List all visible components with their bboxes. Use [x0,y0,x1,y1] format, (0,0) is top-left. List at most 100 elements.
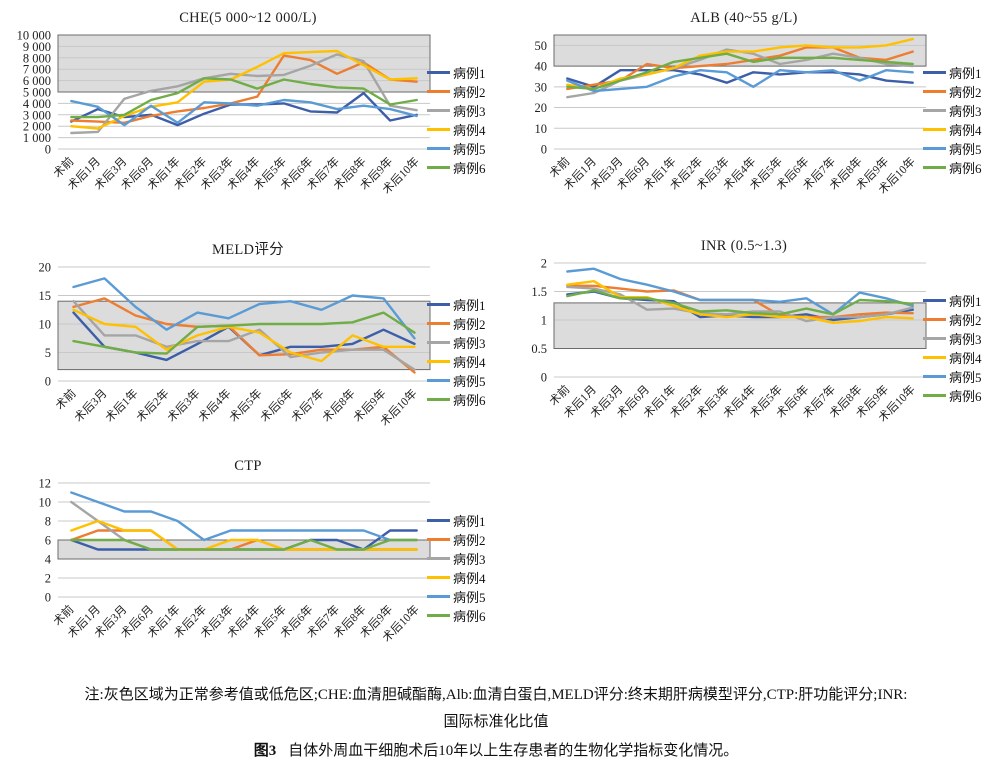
legend-swatch [427,576,450,579]
legend-swatch [427,557,450,560]
y-tick-label: 0 [45,143,51,157]
series-line-病例4 [72,308,416,363]
legend-item: 病例4 [427,568,493,587]
legend-item: 病例2 [923,82,989,101]
legend-item: 病例4 [923,120,989,139]
legend-item: 病例3 [923,101,989,120]
figure-note-line2: 国际标准化比值 [443,714,549,730]
legend-label: 病例5 [453,142,486,157]
series-line-病例6 [70,77,418,119]
legend-label: 病例6 [453,161,486,176]
y-tick-label: 5 000 [23,86,51,100]
chart-title-inr: INR (0.5~1.3) [700,238,788,254]
meld-plot-svg: 0 5 10 15 20 术前术后3月术后1年术后2年术后3年术后4年术后5年术后6年术后… [39,261,431,429]
legend-swatch [923,375,946,378]
legend-item: 病例5 [427,587,493,606]
legend-label: 病例1 [453,66,486,81]
chart-body: 0 0.5 1 1.5 2 术前 术后1月 术后3月 术后6月 术后1年 术后2年 术后3年 术后4年术… [496,255,992,447]
legend-che: 病例1 病例2 病例3 病例4 病例5 病例6 [427,63,493,177]
legend-item: 病例3 [427,101,493,120]
y-tick-label: 6 000 [23,74,51,88]
y-tick-label: 0 [541,371,547,385]
legend-item: 病例2 [427,82,493,101]
y-tick-label: 2 [541,257,547,271]
legend-label: 病例1 [453,298,486,313]
legend-label: 病例4 [453,355,486,370]
y-tick-label: 10 [535,122,548,136]
y-tick-label: 10 [39,318,52,332]
legend-swatch [427,538,450,541]
figure-number: 图3 [253,743,277,759]
legend-label: 病例6 [453,393,486,408]
x-tick-label: 术后7年 [288,386,326,424]
legend-item: 病例6 [923,158,989,177]
normal-range-border [57,300,431,371]
legend-item: 病例4 [923,348,989,367]
y-tick-label: 0 [541,143,547,157]
y-tick-label: 5 [45,346,51,360]
legend-item: 病例6 [427,390,493,409]
legend-label: 病例2 [949,313,982,328]
legend-swatch [923,299,946,302]
legend-label: 病例3 [453,336,486,351]
legend-label: 病例3 [949,332,982,347]
chart-meld: MELD评分 0 5 10 15 20 术前 术后3月 术后1年 术后2年 术后3年 术后4年 术后5… [0,230,496,450]
ctp-plot-svg: 024681012术前术后1月术后3月术后6月术后1年术后2年术后3年术后4年术… [39,477,431,645]
legend-ctp: 病例1 病例2 病例3 病例4 病例5 病例6 [427,511,493,625]
legend-item: 病例6 [427,606,493,625]
legend-swatch [427,379,450,382]
legend-label: 病例4 [949,123,982,138]
legend-label: 病例4 [453,571,486,586]
y-tick-label: 40 [535,60,548,74]
legend-label: 病例2 [453,85,486,100]
series-line-病例6 [566,289,914,316]
legend-swatch [427,341,450,344]
chart-body: 0 5 10 15 20 术前 术后3月 术后1年 术后2年 术后3年 术后4年 术后5年 术后6年 术后… [0,259,496,451]
legend-label: 病例6 [949,161,982,176]
normal-range-border [57,34,431,93]
legend-item: 病例1 [427,295,493,314]
series-line-病例5 [566,69,914,93]
normal-range-border [553,302,927,349]
legend-swatch [427,595,450,598]
y-tick-label: 10 [39,496,52,510]
figure-caption-block: 注:灰色区域为正常参考值或低危区;CHE:血清胆碱酯酶,Alb:血清白蛋白,ME… [0,670,992,763]
y-tick-label: 20 [39,261,52,275]
series-line-病例4 [70,49,418,130]
x-tick-label: 术后3年 [164,386,202,424]
legend-label: 病例5 [453,590,486,605]
x-tick-label: 术后6年 [257,386,295,424]
legend-swatch [923,71,946,74]
legend-item: 病例6 [923,386,989,405]
legend-alb: 病例1 病例2 病例3 病例4 病例5 病例6 [923,63,989,177]
legend-label: 病例5 [949,370,982,385]
normal-range-band [58,35,430,92]
y-tick-label: 1 000 [23,131,51,145]
legend-swatch [427,166,450,169]
figure-caption: 图3 自体外周血干细胞术后10年以上生存患者的生物化学指标变化情况。 [0,738,992,763]
legend-swatch [427,519,450,522]
legend-item: 病例5 [923,139,989,158]
legend-swatch [923,318,946,321]
series-line-病例5 [566,267,914,316]
y-tick-label: 4 000 [23,97,51,111]
legend-label: 病例2 [453,317,486,332]
legend-item: 病例3 [427,549,493,568]
legend-swatch [427,614,450,617]
legend-swatch [427,90,450,93]
legend-item: 病例5 [427,139,493,158]
chart-body: 0 10 20 30 40 50 术前 术后1月 术后3月 术后6月 术后1年 术后2年 术后3年 术后4… [496,27,992,219]
legend-swatch [923,356,946,359]
legend-swatch [923,90,946,93]
chart-ctp: CTP 0 2 4 6 8 10 12 术前 术后1月 术后3月 术后6月 术后1年 术后2年 术后3年术… [0,450,496,670]
legend-swatch [427,360,450,363]
y-tick-label: 15 [39,289,52,303]
inr-plot-svg: 00.511.52术前术后1月术后3月术后6月术后1年术后2年术后3年术后4年术… [531,257,927,425]
chart-title-ctp: CTP [234,458,262,474]
y-tick-label: 1 [541,314,547,328]
y-tick-label: 1.5 [531,285,547,299]
